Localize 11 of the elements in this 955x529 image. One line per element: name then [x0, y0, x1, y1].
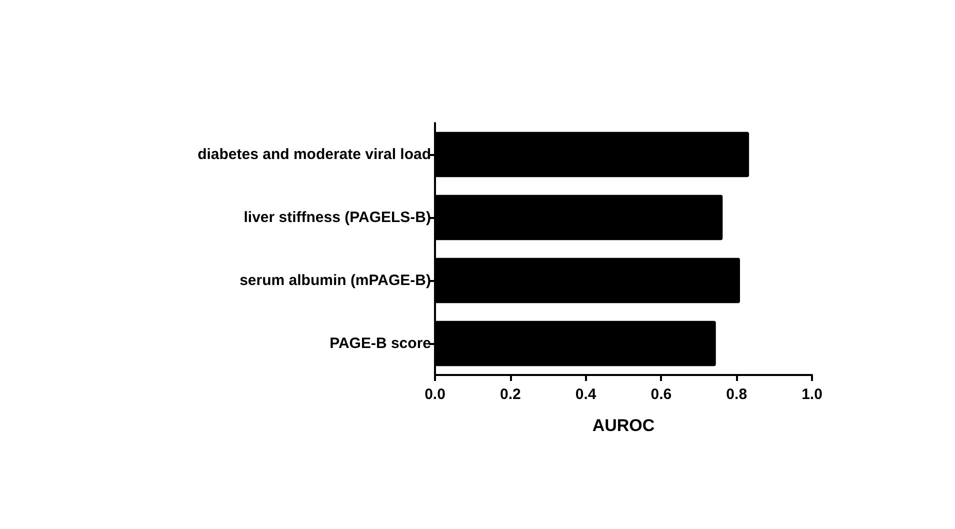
x-tick-label: 0.8	[726, 386, 748, 403]
y-tick-label: diabetes and moderate viral load	[198, 146, 431, 163]
x-tick-label: 0.2	[500, 386, 521, 403]
x-tick-label: 0.4	[575, 386, 597, 403]
x-tick-label: 0.0	[424, 386, 446, 403]
y-tick-label: liver stiffness (PAGELS-B)	[244, 209, 431, 226]
x-axis-title: AUROC	[592, 416, 655, 435]
x-tick-label: 0.6	[650, 386, 672, 403]
y-tick-label: serum albumin (mPAGE-B)	[240, 272, 431, 289]
x-tick-label: 1.0	[802, 386, 822, 403]
y-tick-label: PAGE-B score	[330, 335, 431, 352]
